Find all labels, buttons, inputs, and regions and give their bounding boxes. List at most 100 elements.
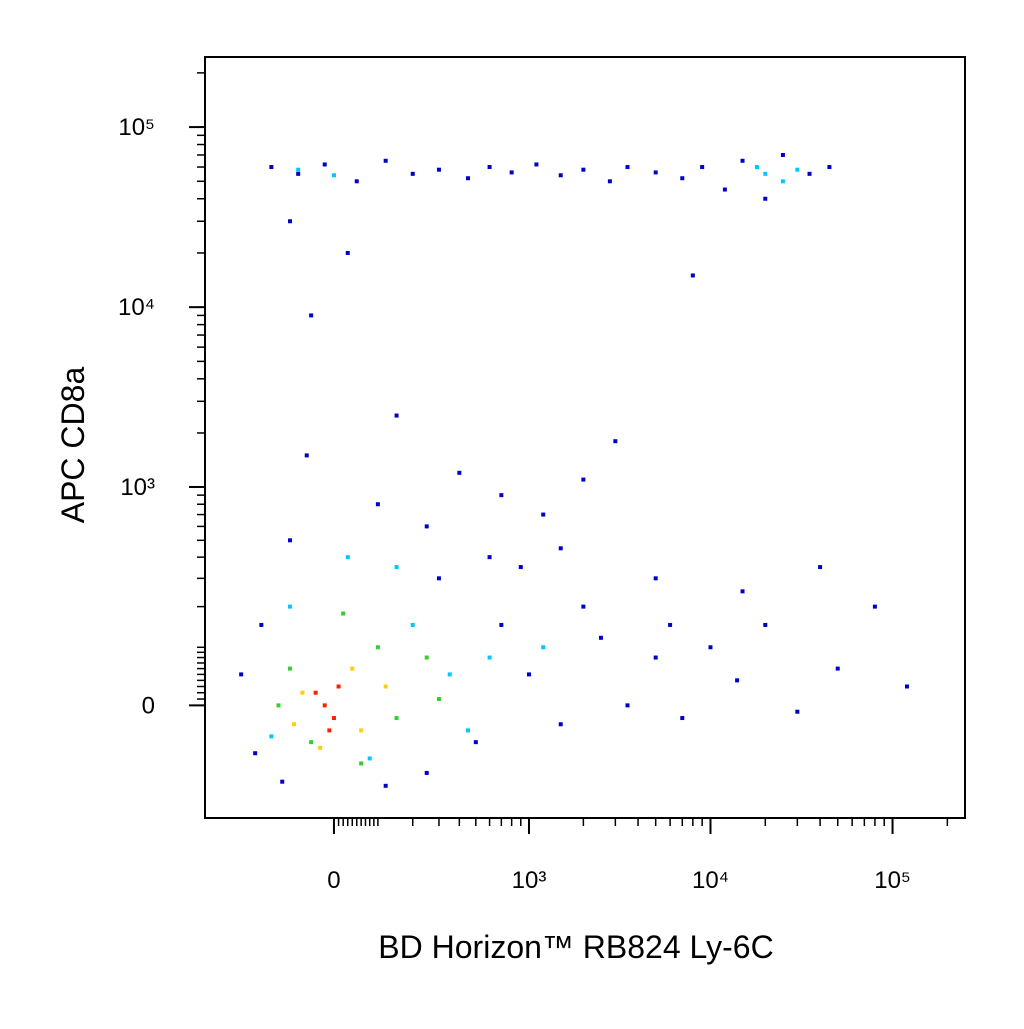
data-point xyxy=(239,672,244,677)
data-point xyxy=(375,502,380,507)
data-point xyxy=(288,538,293,543)
data-point xyxy=(424,655,429,660)
y-tick-label: 0 xyxy=(142,692,155,719)
data-point xyxy=(581,477,586,482)
data-point xyxy=(375,645,380,650)
data-point xyxy=(487,165,492,170)
data-point xyxy=(763,622,768,627)
data-point xyxy=(487,555,492,560)
y-axis-label: APC CD8a xyxy=(55,367,91,524)
data-point xyxy=(722,187,727,192)
data-point xyxy=(322,162,327,167)
data-point xyxy=(359,761,364,766)
data-point xyxy=(763,196,768,201)
data-point xyxy=(288,219,293,224)
data-point xyxy=(690,273,695,278)
data-point xyxy=(827,165,832,170)
data-point xyxy=(487,655,492,660)
data-point xyxy=(653,170,658,175)
data-point xyxy=(354,179,359,184)
data-point xyxy=(436,576,441,581)
plot-frame xyxy=(204,56,966,819)
data-point xyxy=(499,493,504,498)
data-point xyxy=(269,165,274,170)
data-point xyxy=(680,716,685,721)
data-point xyxy=(341,611,346,616)
data-point xyxy=(309,313,314,318)
data-point xyxy=(558,722,563,727)
data-point xyxy=(581,604,586,609)
data-point xyxy=(740,158,745,163)
y-tick-label: 10⁵ xyxy=(118,114,155,141)
data-point xyxy=(280,779,285,784)
x-tick-label: 0 xyxy=(327,867,340,894)
y-tick-label: 10⁴ xyxy=(118,294,155,321)
data-point xyxy=(708,645,713,650)
data-point xyxy=(336,684,341,689)
y-tick-label: 10³ xyxy=(120,474,155,501)
data-point xyxy=(394,716,399,721)
data-point xyxy=(872,604,877,609)
data-point xyxy=(668,622,673,627)
data-point xyxy=(288,604,293,609)
data-point xyxy=(625,703,630,708)
data-point xyxy=(276,703,281,708)
data-point xyxy=(581,167,586,172)
data-point xyxy=(331,173,336,178)
data-point xyxy=(410,622,415,627)
data-point xyxy=(327,728,332,733)
data-point xyxy=(700,165,705,170)
data-point xyxy=(331,716,336,721)
data-point xyxy=(383,783,388,788)
x-tick-label: 10³ xyxy=(512,867,547,894)
data-point xyxy=(322,703,327,708)
x-tick-label: 10⁴ xyxy=(692,867,729,894)
data-point xyxy=(526,672,531,677)
data-point xyxy=(818,565,823,570)
data-point xyxy=(304,453,309,458)
data-point xyxy=(345,555,350,560)
data-point xyxy=(424,524,429,529)
data-point xyxy=(313,690,318,695)
data-point xyxy=(625,165,630,170)
data-point xyxy=(424,770,429,775)
data-point xyxy=(780,152,785,157)
data-point xyxy=(253,751,258,756)
data-point xyxy=(541,512,546,517)
data-point xyxy=(457,470,462,475)
data-point xyxy=(473,740,478,745)
data-point xyxy=(499,622,504,627)
data-point xyxy=(359,728,364,733)
data-point xyxy=(509,170,514,175)
data-point xyxy=(835,666,840,671)
data-point xyxy=(292,722,297,727)
data-point xyxy=(598,635,603,640)
data-point xyxy=(465,728,470,733)
data-point xyxy=(296,171,301,176)
data-point xyxy=(558,173,563,178)
data-point xyxy=(780,179,785,184)
data-point xyxy=(436,167,441,172)
data-point xyxy=(904,684,909,689)
data-point xyxy=(465,176,470,181)
data-point xyxy=(653,655,658,660)
x-tick-label: 10⁵ xyxy=(874,867,911,894)
data-point xyxy=(309,740,314,745)
data-point xyxy=(534,162,539,167)
data-point xyxy=(345,250,350,255)
data-point xyxy=(795,167,800,172)
data-point xyxy=(613,439,618,444)
x-axis-label: BD Horizon™ RB824 Ly-6C xyxy=(378,929,773,965)
data-point xyxy=(607,179,612,184)
data-point xyxy=(318,745,323,750)
data-point xyxy=(383,684,388,689)
data-point xyxy=(259,622,264,627)
data-point xyxy=(763,171,768,176)
data-point xyxy=(436,697,441,702)
data-point xyxy=(653,576,658,581)
data-point xyxy=(394,413,399,418)
data-point xyxy=(518,565,523,570)
data-point xyxy=(269,734,274,739)
data-point xyxy=(383,158,388,163)
